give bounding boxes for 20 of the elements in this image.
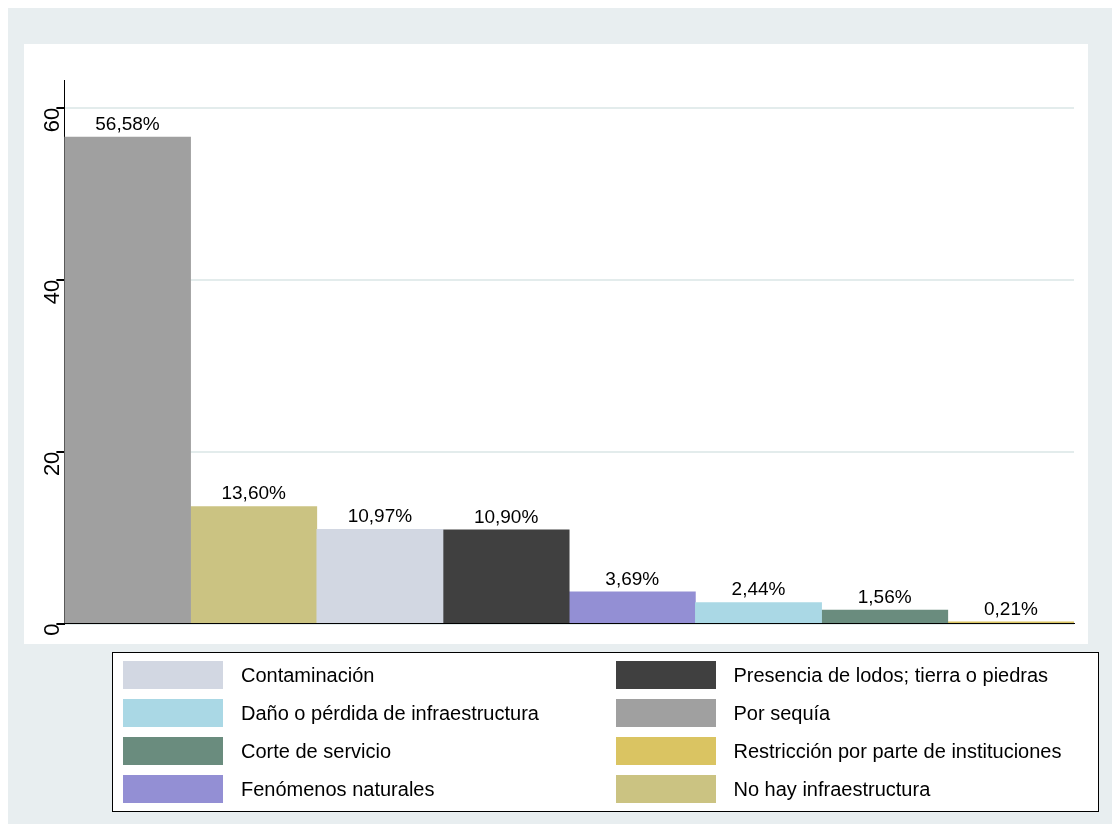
legend-label: Corte de servicio xyxy=(241,739,392,763)
data-label: 3,69% xyxy=(605,567,660,589)
y-tick-label: 40 xyxy=(39,279,65,305)
y-tick-label: 0 xyxy=(39,623,65,636)
data-label: 10,97% xyxy=(347,505,413,527)
legend-label: No hay infraestructura xyxy=(733,777,931,801)
data-label: 0,21% xyxy=(983,597,1038,619)
y-tick-label: 20 xyxy=(39,451,65,477)
data-label: 56,58% xyxy=(95,112,160,134)
data-label: 2,44% xyxy=(731,578,786,600)
legend-label: Fenómenos naturales xyxy=(241,777,435,801)
y-tick-label: 60 xyxy=(39,107,65,133)
legend-label: Daño o pérdida de infraestructura xyxy=(241,701,539,725)
legend-label: Presencia de lodos; tierra o piedras xyxy=(733,663,1049,687)
data-label: 13,60% xyxy=(221,482,287,504)
legend-label: Restricción por parte de instituciones xyxy=(733,739,1062,763)
data-label: 1,56% xyxy=(857,585,912,607)
legend-label: Por sequía xyxy=(733,701,831,725)
data-label: 10,90% xyxy=(473,505,539,527)
legend-label: Contaminación xyxy=(241,663,375,687)
